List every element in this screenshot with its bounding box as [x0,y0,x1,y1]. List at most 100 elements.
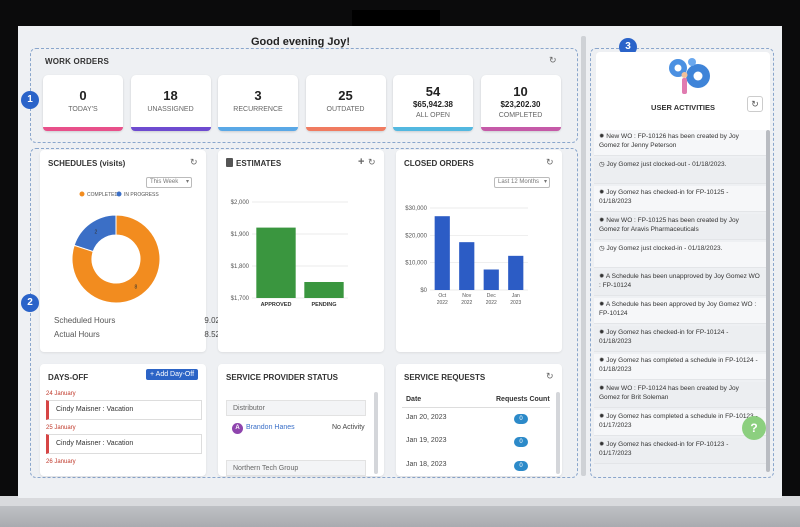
y-tick-label: $1,800 [231,264,250,270]
day-off-date: 26 January [46,459,76,465]
work-order-card[interactable]: 0 TODAY'S [43,75,123,131]
scheduled-hours-label: Scheduled Hours [54,316,116,325]
laptop-base-strip [0,506,800,527]
activity-item[interactable]: ◷ Joy Gomez just clocked-in - 01/18/2023… [594,242,766,268]
closed-orders-bar-chart: $0$10,000$20,000$30,000Oct2022Nov2022Dec… [405,206,528,306]
work-order-color-bar [393,127,473,131]
x-tick-label: 2022 [437,300,448,306]
closed-orders-period-value: Last 12 Months [498,179,540,185]
legend-swatch-completed [79,191,85,197]
day-off-entry[interactable]: Cindy Maisner : Vacation [46,400,202,420]
schedules-panel: SCHEDULES (visits) ↻ This Week ▾ COMPLET… [40,150,220,352]
refresh-icon[interactable]: ↻ [546,157,554,167]
refresh-icon[interactable]: ↻ [546,371,554,381]
scheduled-hours-row: Scheduled Hours 9.02 [54,316,220,325]
refresh-icon[interactable]: ↻ [368,157,376,167]
legend-label-in-progress: IN PROGRESS [124,192,159,198]
work-order-label: UNASSIGNED [147,106,194,113]
schedules-donut-chart: COMPLETED IN PROGRESS 2 8 [71,191,161,304]
request-count-badge[interactable]: 0 [514,461,528,471]
work-orders-title: WORK ORDERS [45,57,109,66]
work-order-label: COMPLETED [498,112,543,119]
work-order-card[interactable]: 10 $23,202.30 COMPLETED [480,75,561,131]
activity-item[interactable]: ✹ New WO : FP-10124 has been created by … [594,382,766,408]
work-order-card[interactable]: 54 $65,942.38 ALL OPEN [393,75,473,131]
y-tick-label: $30,000 [405,206,427,212]
closed-orders-panel: CLOSED ORDERS ↻ Last 12 Months ▾ $0 $10,0… [396,150,562,352]
refresh-icon[interactable]: ↻ [190,157,198,167]
work-order-card[interactable]: 3 RECURRENCE [218,75,298,131]
y-tick-label: $10,000 [405,261,427,267]
activity-item[interactable]: ✹ New WO : FP-10126 has been created by … [594,130,766,156]
activity-item[interactable]: ◷ Joy Gomez just clocked-out - 01/18/202… [594,158,766,184]
bar-1[interactable] [304,282,344,298]
work-order-color-bar [43,127,123,131]
section-badge-1: 1 [21,91,39,109]
y-tick-label: $0 [420,288,427,294]
requests-scrollbar[interactable] [556,392,560,474]
work-order-color-bar [305,127,386,131]
refresh-icon[interactable]: ↻ [549,55,557,65]
add-day-off-button[interactable]: + Add Day-Off [146,369,199,380]
days-off-title: DAYS-OFF [48,373,89,382]
service-provider-title: SERVICE PROVIDER STATUS [226,373,339,382]
estimates-panel: ESTIMATES + ↻ $1,700 $1,800 $1,900 $2,000 AP… [218,150,384,352]
add-estimate-icon[interactable]: + [358,156,365,168]
x-tick-label: Oct [438,293,446,299]
work-order-amount: $23,202.30 [500,100,541,109]
work-order-color-bar [218,127,298,131]
activity-item[interactable]: ✹ New WO : FP-10125 has been created by … [594,214,766,240]
day-off-entry[interactable]: Cindy Maisner : Vacation [46,434,202,454]
main-scrollbar[interactable] [581,36,586,476]
x-tick-label: Nov [462,293,471,299]
activity-item[interactable]: ✹ Joy Gomez has checked-in for FP-10125 … [594,186,766,212]
x-tick-label: APPROVED [261,302,292,308]
work-order-card[interactable]: 25 OUTDATED [305,75,386,131]
greeting-text: Good evening Joy! [250,36,350,48]
work-order-label: RECURRENCE [233,106,283,113]
y-tick-label: $1,700 [231,296,250,302]
dashboard-screen: Good evening Joy! 1 WORK ORDERS ↻ 0 TODAY… [18,26,782,498]
work-order-count: 18 [163,88,178,103]
work-order-card[interactable]: 18 UNASSIGNED [130,75,211,131]
donut-slice-completed[interactable] [71,214,161,304]
bar-0[interactable] [256,227,296,298]
closed-orders-period-select[interactable]: Last 12 Months ▾ [494,177,550,188]
activity-item[interactable]: ✹ Joy Gomez has checked-in for FP-10123 … [594,438,766,464]
provider-group: Northern Tech Group [226,460,366,476]
activity-item[interactable]: ✹ Joy Gomez has completed a schedule in … [594,410,766,436]
bar-3[interactable] [508,255,524,290]
bar-0[interactable] [434,216,450,290]
help-button[interactable]: ? [742,416,766,440]
activity-item[interactable]: ✹ Joy Gomez has completed a schedule in … [594,354,766,380]
work-order-label: ALL OPEN [416,112,450,119]
x-tick-label: 2022 [461,300,472,306]
user-activities-region [590,48,774,478]
y-tick-label: $1,900 [231,232,250,238]
actual-hours-label: Actual Hours [54,330,100,339]
work-order-count: 25 [338,88,353,103]
activities-scrollbar[interactable] [766,130,770,472]
work-order-amount: $65,942.38 [412,100,454,109]
work-order-color-bar [130,127,211,131]
x-tick-label: 2022 [486,300,497,306]
request-date: Jan 18, 2023 [406,461,447,468]
column-header-date: Date [406,396,422,403]
bar-1[interactable] [459,242,475,290]
schedules-period-value: This Week [150,179,179,185]
work-order-label: OUTDATED [326,106,365,113]
activity-item[interactable]: ✹ A Schedule has been unapproved by Joy … [594,270,766,296]
estimates-bar-chart: $1,700 $1,800 $1,900 $2,000 APPROVED PENDING [231,200,348,308]
activity-item[interactable]: ✹ Joy Gomez has checked-in for FP-10124 … [594,326,766,352]
refresh-icon[interactable]: ↻ [747,96,763,112]
request-count-badge[interactable]: 0 [514,414,528,424]
y-tick-label: $2,000 [231,200,250,206]
service-requests-panel: SERVICE REQUESTS ↻ Date Requests Count J… [396,364,562,476]
request-count-badge[interactable]: 0 [514,437,528,447]
provider-scrollbar[interactable] [374,392,378,474]
actual-hours-value: 8.52 [204,330,220,339]
provider-name-link[interactable]: Brandon Hanes [246,424,295,431]
bar-2[interactable] [483,269,499,291]
activity-item[interactable]: ✹ A Schedule has been approved by Joy Go… [594,298,766,324]
schedules-period-select[interactable]: This Week ▾ [146,177,192,188]
